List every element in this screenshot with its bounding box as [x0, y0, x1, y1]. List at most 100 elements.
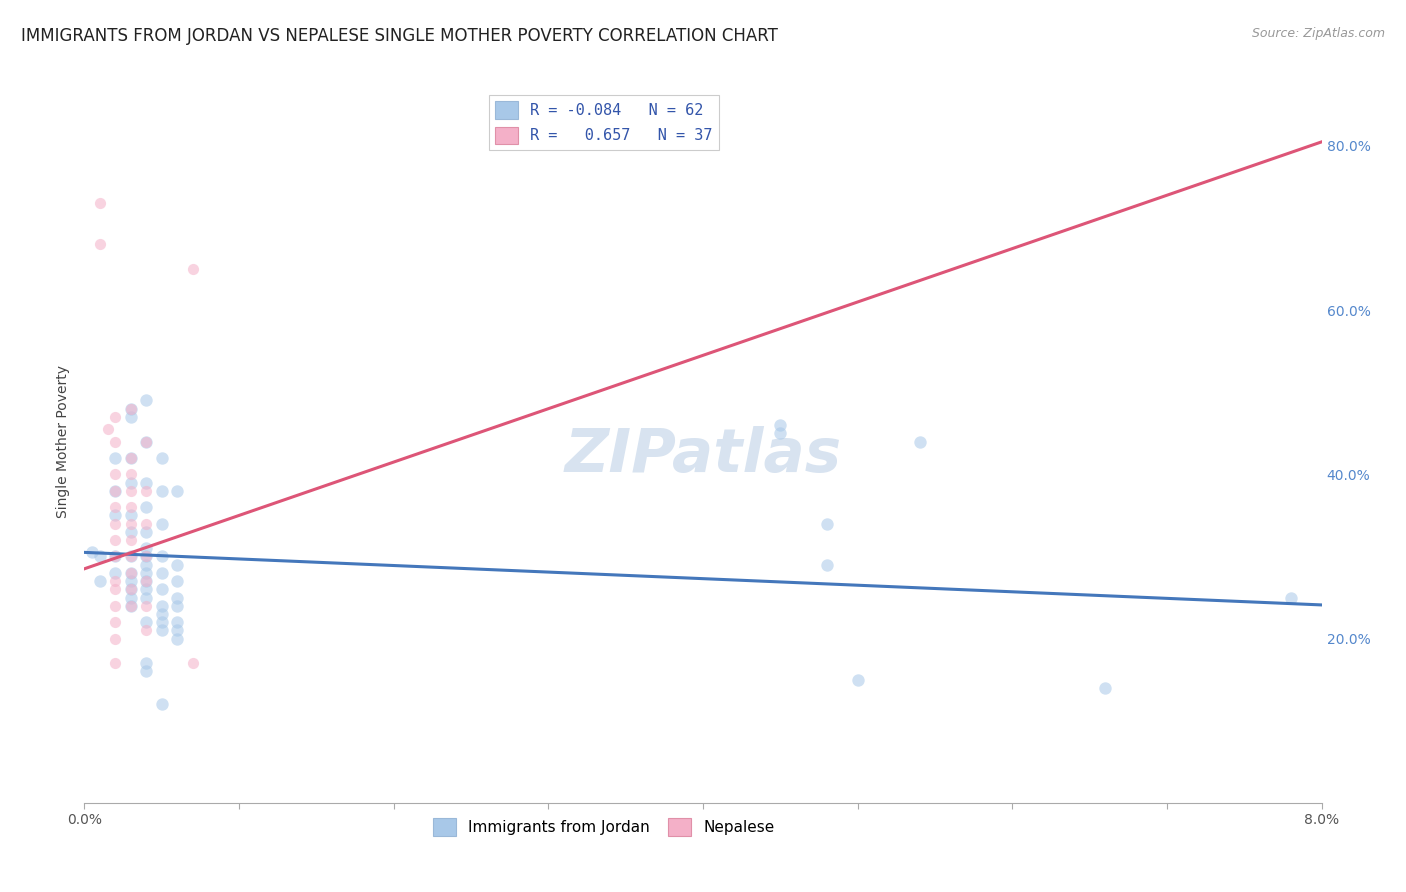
Point [120, 599, 142, 613]
Point [815, 516, 838, 531]
Point [120, 508, 142, 523]
Point [135, 591, 157, 605]
Point [96, 422, 118, 436]
Point [120, 582, 142, 597]
Point [135, 566, 157, 580]
Point [135, 624, 157, 638]
Point [135, 657, 157, 671]
Point [104, 632, 127, 646]
Point [82, 545, 104, 559]
Point [181, 657, 204, 671]
Point [908, 434, 931, 449]
Point [769, 418, 792, 433]
Point [135, 558, 157, 572]
Point [104, 483, 127, 498]
Point [104, 549, 127, 564]
Point [135, 574, 157, 588]
Point [181, 262, 204, 277]
Point [135, 524, 157, 539]
Point [150, 607, 173, 621]
Point [166, 632, 188, 646]
Point [104, 657, 127, 671]
Point [104, 508, 127, 523]
Point [104, 409, 127, 424]
Point [120, 500, 142, 515]
Point [120, 566, 142, 580]
Point [135, 483, 157, 498]
Point [120, 516, 142, 531]
Point [135, 541, 157, 556]
Point [120, 409, 142, 424]
Point [135, 434, 157, 449]
Point [104, 434, 127, 449]
Point [104, 566, 127, 580]
Y-axis label: Single Mother Poverty: Single Mother Poverty [56, 365, 70, 518]
Point [135, 500, 157, 515]
Point [135, 393, 157, 408]
Point [104, 500, 127, 515]
Point [815, 558, 838, 572]
Point [135, 475, 157, 490]
Point [89, 237, 111, 252]
Point [166, 483, 188, 498]
Point [120, 450, 142, 465]
Legend: Immigrants from Jordan, Nepalese: Immigrants from Jordan, Nepalese [427, 813, 780, 842]
Point [150, 615, 173, 630]
Point [120, 582, 142, 597]
Point [120, 549, 142, 564]
Point [104, 483, 127, 498]
Point [135, 615, 157, 630]
Point [135, 665, 157, 679]
Point [104, 516, 127, 531]
Point [135, 549, 157, 564]
Point [104, 615, 127, 630]
Point [150, 483, 173, 498]
Point [846, 673, 869, 687]
Point [120, 524, 142, 539]
Point [150, 516, 173, 531]
Point [150, 566, 173, 580]
Point [104, 450, 127, 465]
Point [120, 591, 142, 605]
Point [166, 558, 188, 572]
Point [135, 599, 157, 613]
Point [120, 401, 142, 416]
Point [120, 566, 142, 580]
Point [89, 549, 111, 564]
Point [120, 401, 142, 416]
Point [769, 426, 792, 441]
Point [1279, 591, 1302, 605]
Point [150, 599, 173, 613]
Point [120, 450, 142, 465]
Point [89, 196, 111, 211]
Point [89, 574, 111, 588]
Point [104, 574, 127, 588]
Point [135, 582, 157, 597]
Point [104, 599, 127, 613]
Point [150, 582, 173, 597]
Text: Source: ZipAtlas.com: Source: ZipAtlas.com [1251, 27, 1385, 40]
Point [166, 599, 188, 613]
Point [135, 516, 157, 531]
Point [135, 549, 157, 564]
Point [120, 549, 142, 564]
Point [150, 698, 173, 712]
Point [104, 533, 127, 547]
Text: IMMIGRANTS FROM JORDAN VS NEPALESE SINGLE MOTHER POVERTY CORRELATION CHART: IMMIGRANTS FROM JORDAN VS NEPALESE SINGL… [21, 27, 778, 45]
Point [104, 549, 127, 564]
Point [104, 467, 127, 482]
Point [166, 591, 188, 605]
Point [150, 549, 173, 564]
Point [104, 582, 127, 597]
Point [120, 574, 142, 588]
Point [1094, 681, 1116, 695]
Point [166, 574, 188, 588]
Point [120, 483, 142, 498]
Point [166, 624, 188, 638]
Point [150, 624, 173, 638]
Point [120, 475, 142, 490]
Point [135, 434, 157, 449]
Point [120, 599, 142, 613]
Point [120, 533, 142, 547]
Point [135, 574, 157, 588]
